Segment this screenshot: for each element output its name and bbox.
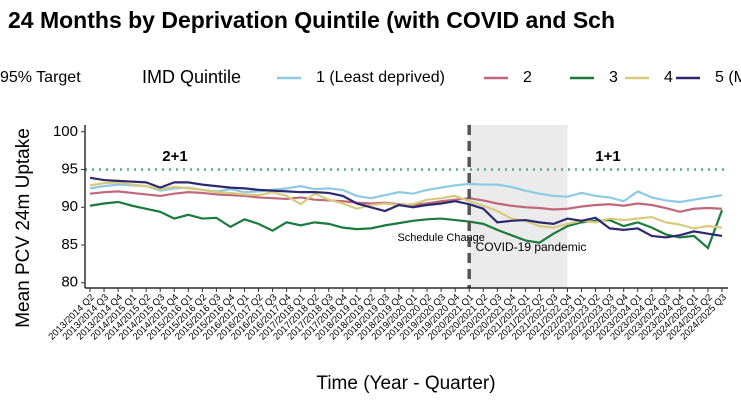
y-axis-label: Mean PCV 24m Uptake bbox=[13, 128, 34, 328]
series-line bbox=[89, 181, 723, 230]
series-line bbox=[89, 176, 723, 239]
series-line bbox=[89, 190, 723, 213]
legend-title: IMD Quintile bbox=[142, 67, 241, 87]
x-axis-label: Time (Year - Quarter) bbox=[316, 373, 495, 394]
legend-label: 4 bbox=[664, 69, 673, 86]
chart-title: 24 Months by Deprivation Quintile (with … bbox=[8, 7, 615, 33]
covid-label: COVID-19 pandemic bbox=[476, 240, 587, 254]
y-tick-label: 95 bbox=[61, 160, 78, 177]
legend-label: 3 bbox=[609, 69, 618, 86]
y-tick-label: 80 bbox=[61, 274, 78, 291]
series-line bbox=[89, 200, 724, 250]
target-legend-label: 95% Target bbox=[0, 69, 81, 86]
y-tick-label: 85 bbox=[61, 236, 78, 253]
legend-label: 5 (M bbox=[715, 69, 741, 86]
legend-label: 1 (Least deprived) bbox=[316, 69, 445, 86]
y-tick-label: 90 bbox=[61, 198, 78, 215]
y-tick-label: 100 bbox=[53, 123, 78, 140]
annotation: 1+1 bbox=[595, 148, 620, 165]
legend-label: 2 bbox=[523, 69, 532, 86]
annotation: 2+1 bbox=[162, 148, 187, 165]
schedule-change-label: Schedule Change bbox=[397, 232, 484, 244]
